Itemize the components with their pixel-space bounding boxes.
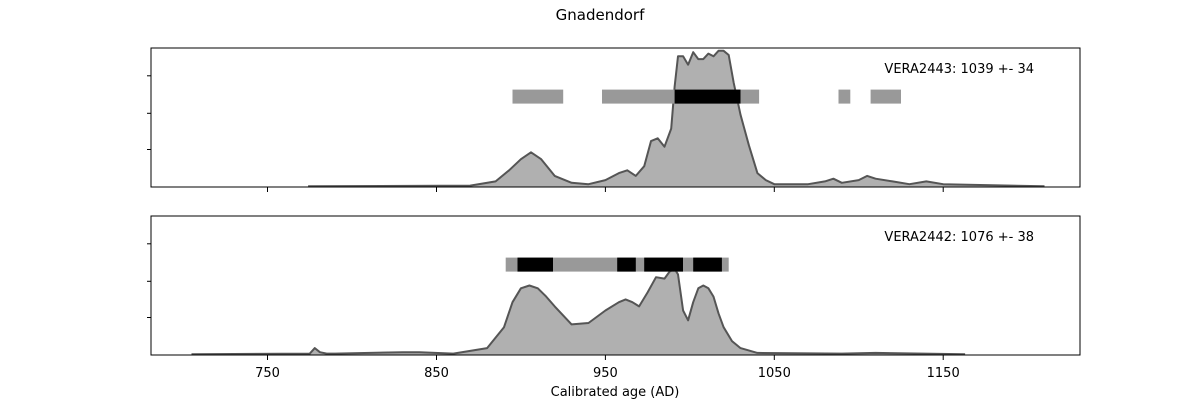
density-line — [191, 267, 966, 356]
range-68-bar — [644, 257, 683, 272]
plot-frame — [150, 47, 1081, 188]
x-tick-label: 850 — [424, 366, 449, 381]
plot-frame — [150, 215, 1081, 356]
density-area — [308, 50, 1045, 187]
density-area — [191, 268, 966, 355]
range-95-bar — [870, 89, 901, 104]
range-68-bar — [617, 257, 636, 272]
panel-vera2442: 750 850 950 1050 1150 VERA2442: 1076 +- 38 — [147, 215, 1081, 381]
range-95-bar — [512, 89, 564, 104]
sample-label: VERA2442: 1076 +- 38 — [884, 230, 1034, 245]
x-tick-label: 1150 — [927, 366, 960, 381]
x-tick-label: 1050 — [758, 366, 791, 381]
figure-title: Gnadendorf — [556, 6, 645, 24]
range-68-bar — [693, 257, 722, 272]
x-axis-label: Calibrated age (AD) — [551, 385, 680, 400]
range-68-bar — [674, 89, 741, 104]
x-tick-label: 750 — [255, 366, 280, 381]
density-line — [308, 49, 1045, 188]
panel-vera2443: VERA2443: 1039 +- 34 — [147, 47, 1081, 192]
range-95-bar — [838, 89, 851, 104]
sample-label: VERA2443: 1039 +- 34 — [884, 62, 1034, 77]
x-tick-label: 950 — [593, 366, 618, 381]
range-68-bar — [517, 257, 553, 272]
